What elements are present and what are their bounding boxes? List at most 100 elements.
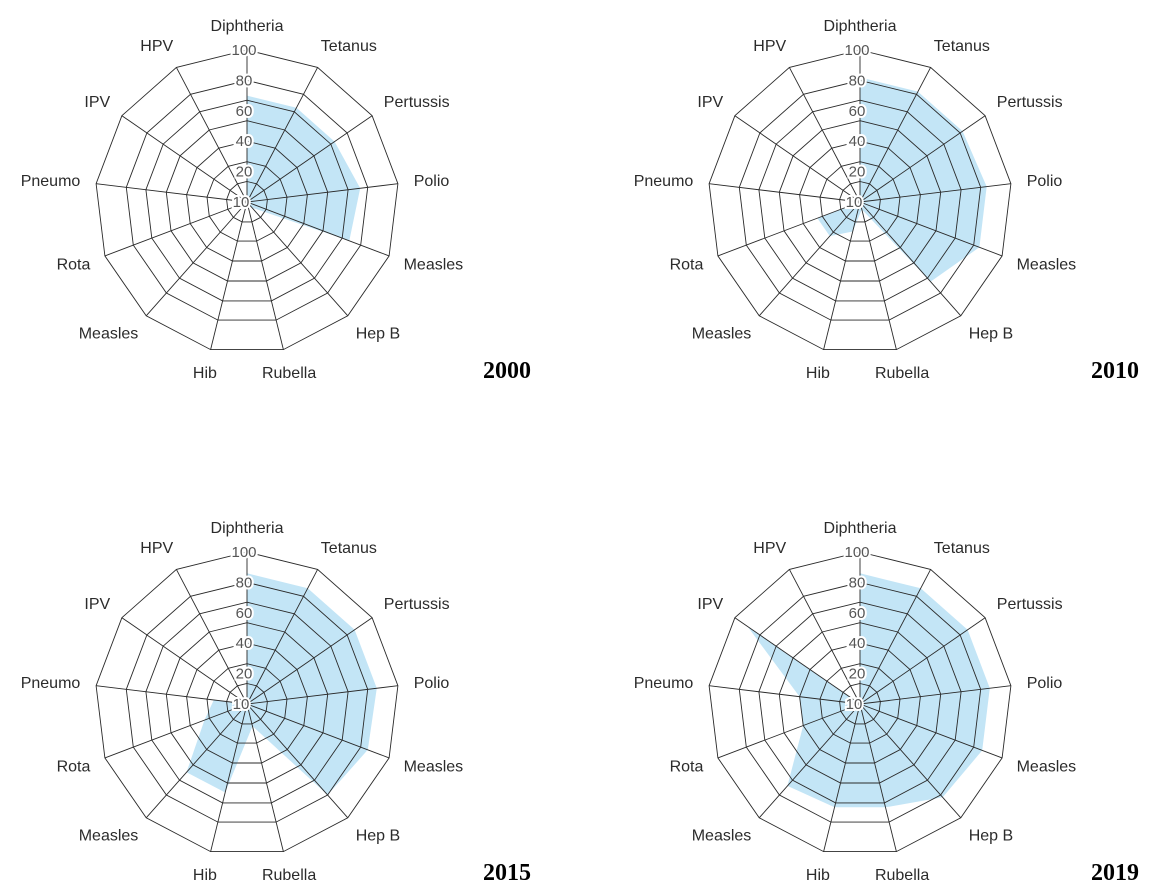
radar-panel-2: 10102020404060608080100100DiphtheriaTeta…	[21, 520, 531, 881]
spoke	[145, 201, 248, 317]
spoke	[121, 617, 248, 705]
spoke	[717, 703, 861, 759]
spoke	[96, 685, 248, 705]
tick-label-halo: 20	[849, 666, 866, 683]
axis-label: IPV	[697, 596, 723, 613]
axis-label: Polio	[1027, 675, 1063, 692]
tick-label: 80	[849, 72, 866, 89]
axis-label: Rota	[670, 256, 704, 273]
grid-ring	[799, 642, 921, 764]
tick-label: 100	[231, 42, 256, 59]
axis-label: Pertussis	[997, 94, 1063, 111]
spoke	[96, 183, 248, 203]
spoke	[823, 703, 861, 852]
spoke	[734, 617, 861, 705]
axis-label: Pertussis	[997, 596, 1063, 613]
axis-label: Rubella	[262, 365, 316, 382]
spoke	[789, 67, 861, 203]
coverage-area	[817, 77, 987, 282]
tick-label-halo: 10	[846, 194, 863, 211]
spoke	[210, 201, 248, 350]
grid-ring	[839, 683, 881, 725]
tick-label-halo: 100	[231, 544, 256, 561]
tick-label: 100	[844, 42, 869, 59]
tick-label-halo: 40	[236, 133, 253, 150]
axis-label: Hib	[806, 365, 830, 382]
spoke	[859, 703, 1003, 759]
tick-label-halo: 10	[233, 696, 250, 713]
spoke	[246, 703, 390, 759]
axis-label: HPV	[140, 540, 173, 557]
spoke	[176, 569, 248, 705]
tick-label: 40	[236, 635, 253, 652]
spoke	[859, 201, 897, 350]
axis-label: Hep B	[969, 326, 1013, 343]
axis-label: Hep B	[356, 828, 400, 845]
axis-label: Rubella	[875, 365, 929, 382]
spoke	[709, 183, 861, 203]
spoke	[145, 703, 248, 819]
axis-label: Pneumo	[21, 675, 81, 692]
spoke	[246, 685, 398, 705]
tick-label-halo: 40	[849, 635, 866, 652]
grid-ring	[165, 622, 329, 784]
spoke	[789, 569, 861, 705]
grid-ring	[778, 622, 942, 784]
spoke	[709, 685, 861, 705]
spoke	[859, 569, 931, 705]
axis-label: Rota	[57, 758, 91, 775]
axis-label: Measles	[692, 828, 752, 845]
grid-ring	[819, 663, 901, 744]
grid-ring	[226, 683, 268, 725]
axis-label: Diphtheria	[211, 18, 284, 35]
tick-label: 80	[236, 72, 253, 89]
radar-panel-0: 10102020404060608080100100DiphtheriaTeta…	[21, 18, 531, 384]
tick-label-halo: 80	[236, 72, 253, 89]
tick-label-halo: 80	[849, 574, 866, 591]
grid-ring	[226, 181, 268, 223]
axis-label: Hib	[193, 365, 217, 382]
spoke	[246, 703, 349, 819]
axis-label: IPV	[84, 596, 110, 613]
spoke	[246, 115, 373, 203]
grid-ring	[125, 581, 369, 823]
tick-label-halo: 60	[849, 605, 866, 622]
tick-label-halo: 60	[849, 103, 866, 120]
tick-label-halo: 60	[236, 103, 253, 120]
tick-label-halo: 20	[236, 164, 253, 181]
tick-label: 10	[846, 696, 863, 713]
axis-label: Measles	[404, 758, 464, 775]
radar-panel-1: 10102020404060608080100100DiphtheriaTeta…	[634, 18, 1139, 384]
axis-label: Measles	[79, 326, 139, 343]
spoke	[246, 201, 349, 317]
spoke	[104, 703, 248, 759]
axis-label: Rubella	[875, 867, 929, 881]
spoke	[246, 183, 398, 203]
spoke	[859, 201, 1003, 257]
axis-label: Diphtheria	[824, 520, 897, 537]
axis-label: Polio	[1027, 173, 1063, 190]
grid-ring	[758, 601, 962, 804]
tick-label-halo: 40	[236, 635, 253, 652]
axis-label: Pneumo	[634, 675, 694, 692]
tick-label: 10	[233, 194, 250, 211]
tick-label-halo: 10	[233, 194, 250, 211]
radar-panel-3: 10102020404060608080100100DiphtheriaTeta…	[634, 520, 1139, 881]
grid-ring	[125, 79, 369, 321]
axis-label: Hib	[193, 867, 217, 881]
spoke	[859, 703, 897, 852]
tick-label: 80	[236, 574, 253, 591]
tick-label-halo: 40	[849, 133, 866, 150]
spoke	[246, 703, 284, 852]
tick-label: 60	[849, 103, 866, 120]
spoke	[859, 617, 986, 705]
coverage-area	[747, 573, 990, 808]
axis-label: Tetanus	[321, 540, 377, 557]
spoke	[859, 115, 986, 203]
tick-label-halo: 100	[844, 42, 869, 59]
axis-label: Pneumo	[634, 173, 694, 190]
tick-label: 100	[844, 544, 869, 561]
axis-label: Polio	[414, 675, 450, 692]
axis-label: Diphtheria	[211, 520, 284, 537]
